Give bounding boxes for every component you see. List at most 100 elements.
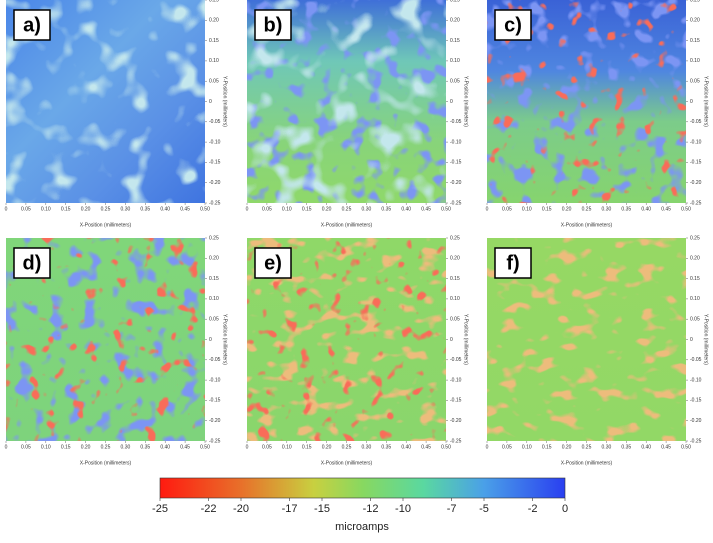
y-tick-label: 0.25 [450,0,460,3]
x-tick-label: 0.20 [322,444,332,450]
y-tick-label: 0.05 [209,317,219,323]
y-tick-label: -0.10 [450,377,462,383]
x-tick-label: 0.50 [200,206,210,212]
y-axis-label: Y-Position (millimeters) [463,314,469,365]
x-tick-label: 0.45 [180,444,190,450]
colorbar [159,477,566,499]
y-tick-label: -0.15 [450,398,462,404]
x-tick-label: 0.45 [180,206,190,212]
panel-label-box [494,9,532,41]
x-tick-label: 0.30 [362,206,372,212]
y-tick-label: 0.15 [690,276,700,282]
y-tick-label: -0.25 [450,200,462,206]
x-tick-label: 0 [486,444,489,450]
x-axis-label: X-Position (millimeters) [561,222,613,228]
x-tick-label: 0.05 [262,206,272,212]
x-tick-label: 0.35 [621,444,631,450]
x-tick-label: 0.25 [101,444,111,450]
x-tick-label: 0.50 [681,206,691,212]
x-tick-label: 0.45 [421,444,431,450]
y-tick-label: 0 [450,99,453,105]
x-tick-label: 0.05 [262,444,272,450]
panel-label: e) [264,252,282,274]
y-tick-label: 0.05 [690,317,700,323]
x-tick-label: 0.10 [282,444,292,450]
y-tick-label: -0.05 [690,119,702,125]
colorbar-tick-label: -22 [201,503,217,515]
x-tick-label: 0.15 [542,206,552,212]
x-tick-label: 0.10 [41,444,51,450]
x-axis-label: X-Position (millimeters) [561,460,613,466]
x-tick-label: 0.10 [522,206,532,212]
y-tick-label: 0.05 [690,79,700,85]
y-axis-label: Y-Position (millimeters) [222,314,228,365]
y-tick-label: -0.05 [450,119,462,125]
x-tick-label: 0.50 [441,206,451,212]
y-tick-label: 0.15 [690,38,700,44]
y-axis-label: Y-Position (millimeters) [222,76,228,127]
x-tick-label: 0.35 [621,206,631,212]
y-tick-label: -0.15 [209,160,221,166]
y-tick-label: 0.25 [209,235,219,241]
x-tick-label: 0.10 [282,206,292,212]
y-tick-label: 0.25 [209,0,219,3]
y-tick-label: 0 [450,337,453,343]
x-tick-label: 0.10 [41,206,51,212]
colorbar-tick-label: -12 [363,503,379,515]
y-tick-label: 0.10 [450,296,460,302]
x-tick-label: 0 [486,206,489,212]
x-tick-label: 0.45 [421,206,431,212]
y-tick-label: -0.20 [450,418,462,424]
y-tick-label: 0.25 [690,0,700,3]
colorbar-label: microamps [335,521,389,533]
x-tick-label: 0.50 [441,444,451,450]
x-tick-label: 0.05 [21,444,31,450]
x-tick-label: 0.30 [602,206,612,212]
panel-label: f) [506,252,519,274]
y-tick-label: 0.20 [450,256,460,262]
y-tick-label: -0.05 [209,119,221,125]
x-tick-label: 0.15 [302,444,312,450]
x-tick-label: 0.50 [200,444,210,450]
x-tick-label: 0.20 [81,444,91,450]
y-axis-label: Y-Position (millimeters) [703,76,709,127]
panel-label: c) [504,14,522,36]
x-tick-label: 0.40 [641,206,651,212]
y-tick-label: -0.15 [690,160,702,166]
x-tick-label: 0.10 [522,444,532,450]
x-tick-label: 0.20 [81,206,91,212]
y-tick-label: 0.15 [450,38,460,44]
x-tick-label: 0.30 [602,444,612,450]
y-tick-label: 0.15 [209,38,219,44]
y-tick-label: 0.10 [690,58,700,64]
x-tick-label: 0.30 [121,206,131,212]
colorbar-tick-label: 0 [562,503,568,515]
panel-label: b) [264,14,283,36]
panel-label-box [13,247,51,279]
x-axis-label: X-Position (millimeters) [80,460,132,466]
x-tick-label: 0.05 [502,206,512,212]
y-tick-label: -0.25 [690,200,702,206]
y-tick-label: -0.05 [690,357,702,363]
x-tick-label: 0 [5,444,8,450]
x-tick-label: 0.15 [542,444,552,450]
panels: a) 0 0.05 0.10 0.15 0.20 0.25 0.30 0.35 0.40 0.45 0… [5,0,709,466]
x-tick-label: 0.25 [342,206,352,212]
y-tick-label: 0.05 [450,79,460,85]
y-tick-label: 0 [690,99,693,105]
y-tick-label: 0.20 [690,18,700,24]
x-tick-label: 0 [5,206,8,212]
y-tick-label: -0.10 [209,377,221,383]
x-tick-label: 0.35 [140,206,150,212]
y-tick-label: 0.05 [450,317,460,323]
y-tick-label: 0.20 [209,256,219,262]
x-tick-label: 0.40 [160,206,170,212]
x-tick-label: 0 [246,444,249,450]
x-tick-label: 0.25 [582,444,592,450]
y-tick-label: -0.10 [690,139,702,145]
x-tick-label: 0.30 [121,444,131,450]
y-tick-label: -0.20 [690,180,702,186]
y-tick-label: 0.05 [209,79,219,85]
x-tick-label: 0.35 [381,444,391,450]
x-axis-label: X-Position (millimeters) [321,222,373,228]
